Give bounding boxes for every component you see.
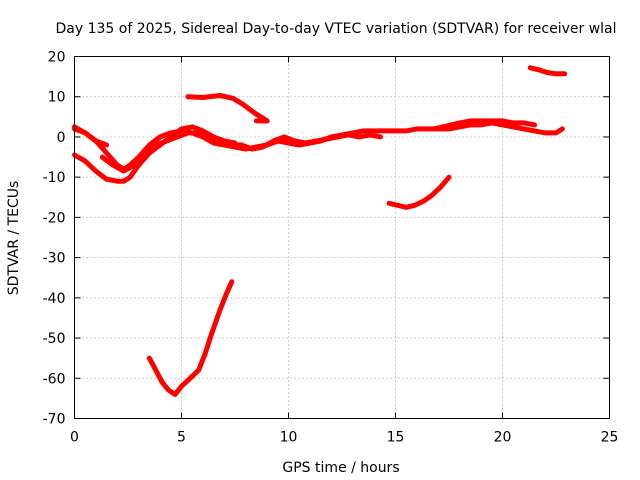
y-tick-label: 0: [57, 130, 66, 146]
y-tick-label: -70: [43, 412, 66, 428]
series-layer: [72, 65, 568, 397]
x-tick-label: 5: [177, 430, 186, 446]
series-line-arc-1: [72, 120, 565, 172]
x-tick-label: 15: [387, 430, 405, 446]
series-line-arc-8: [386, 174, 452, 210]
y-tick-label: 10: [48, 90, 66, 106]
y-axis-label: SDTVAR / TECUs: [6, 181, 22, 296]
series-line-arc-9: [527, 65, 568, 77]
series-line-arc-5: [185, 93, 270, 124]
series-line-arc-7: [146, 279, 235, 397]
y-tick-label: -50: [43, 331, 66, 347]
axis-ticks: 0 5 10 15 20 25 -70 -60 -50 -40 -30 -20 -10 0 10 20: [43, 50, 619, 446]
chart-title: Day 135 of 2025, Sidereal Day-to-day VTE…: [55, 21, 616, 37]
series-line-arc-2: [72, 124, 238, 184]
y-tick-label: -10: [43, 170, 66, 186]
y-tick-label: -20: [43, 210, 66, 226]
y-tick-label: -30: [43, 251, 66, 267]
series-line-arc-3: [72, 124, 110, 148]
series-line-arc-10: [431, 118, 538, 132]
series-line-arc-4: [99, 130, 383, 174]
grid: [74, 56, 610, 419]
plot-frame: [74, 56, 610, 419]
y-tick-label: -40: [43, 291, 66, 307]
x-tick-label: 0: [70, 430, 79, 446]
x-tick-label: 10: [280, 430, 298, 446]
y-tick-label: -60: [43, 371, 66, 387]
x-tick-label: 20: [494, 430, 512, 446]
y-tick-label: 20: [48, 50, 66, 66]
x-axis-label: GPS time / hours: [282, 460, 399, 476]
x-tick-label: 25: [601, 430, 619, 446]
